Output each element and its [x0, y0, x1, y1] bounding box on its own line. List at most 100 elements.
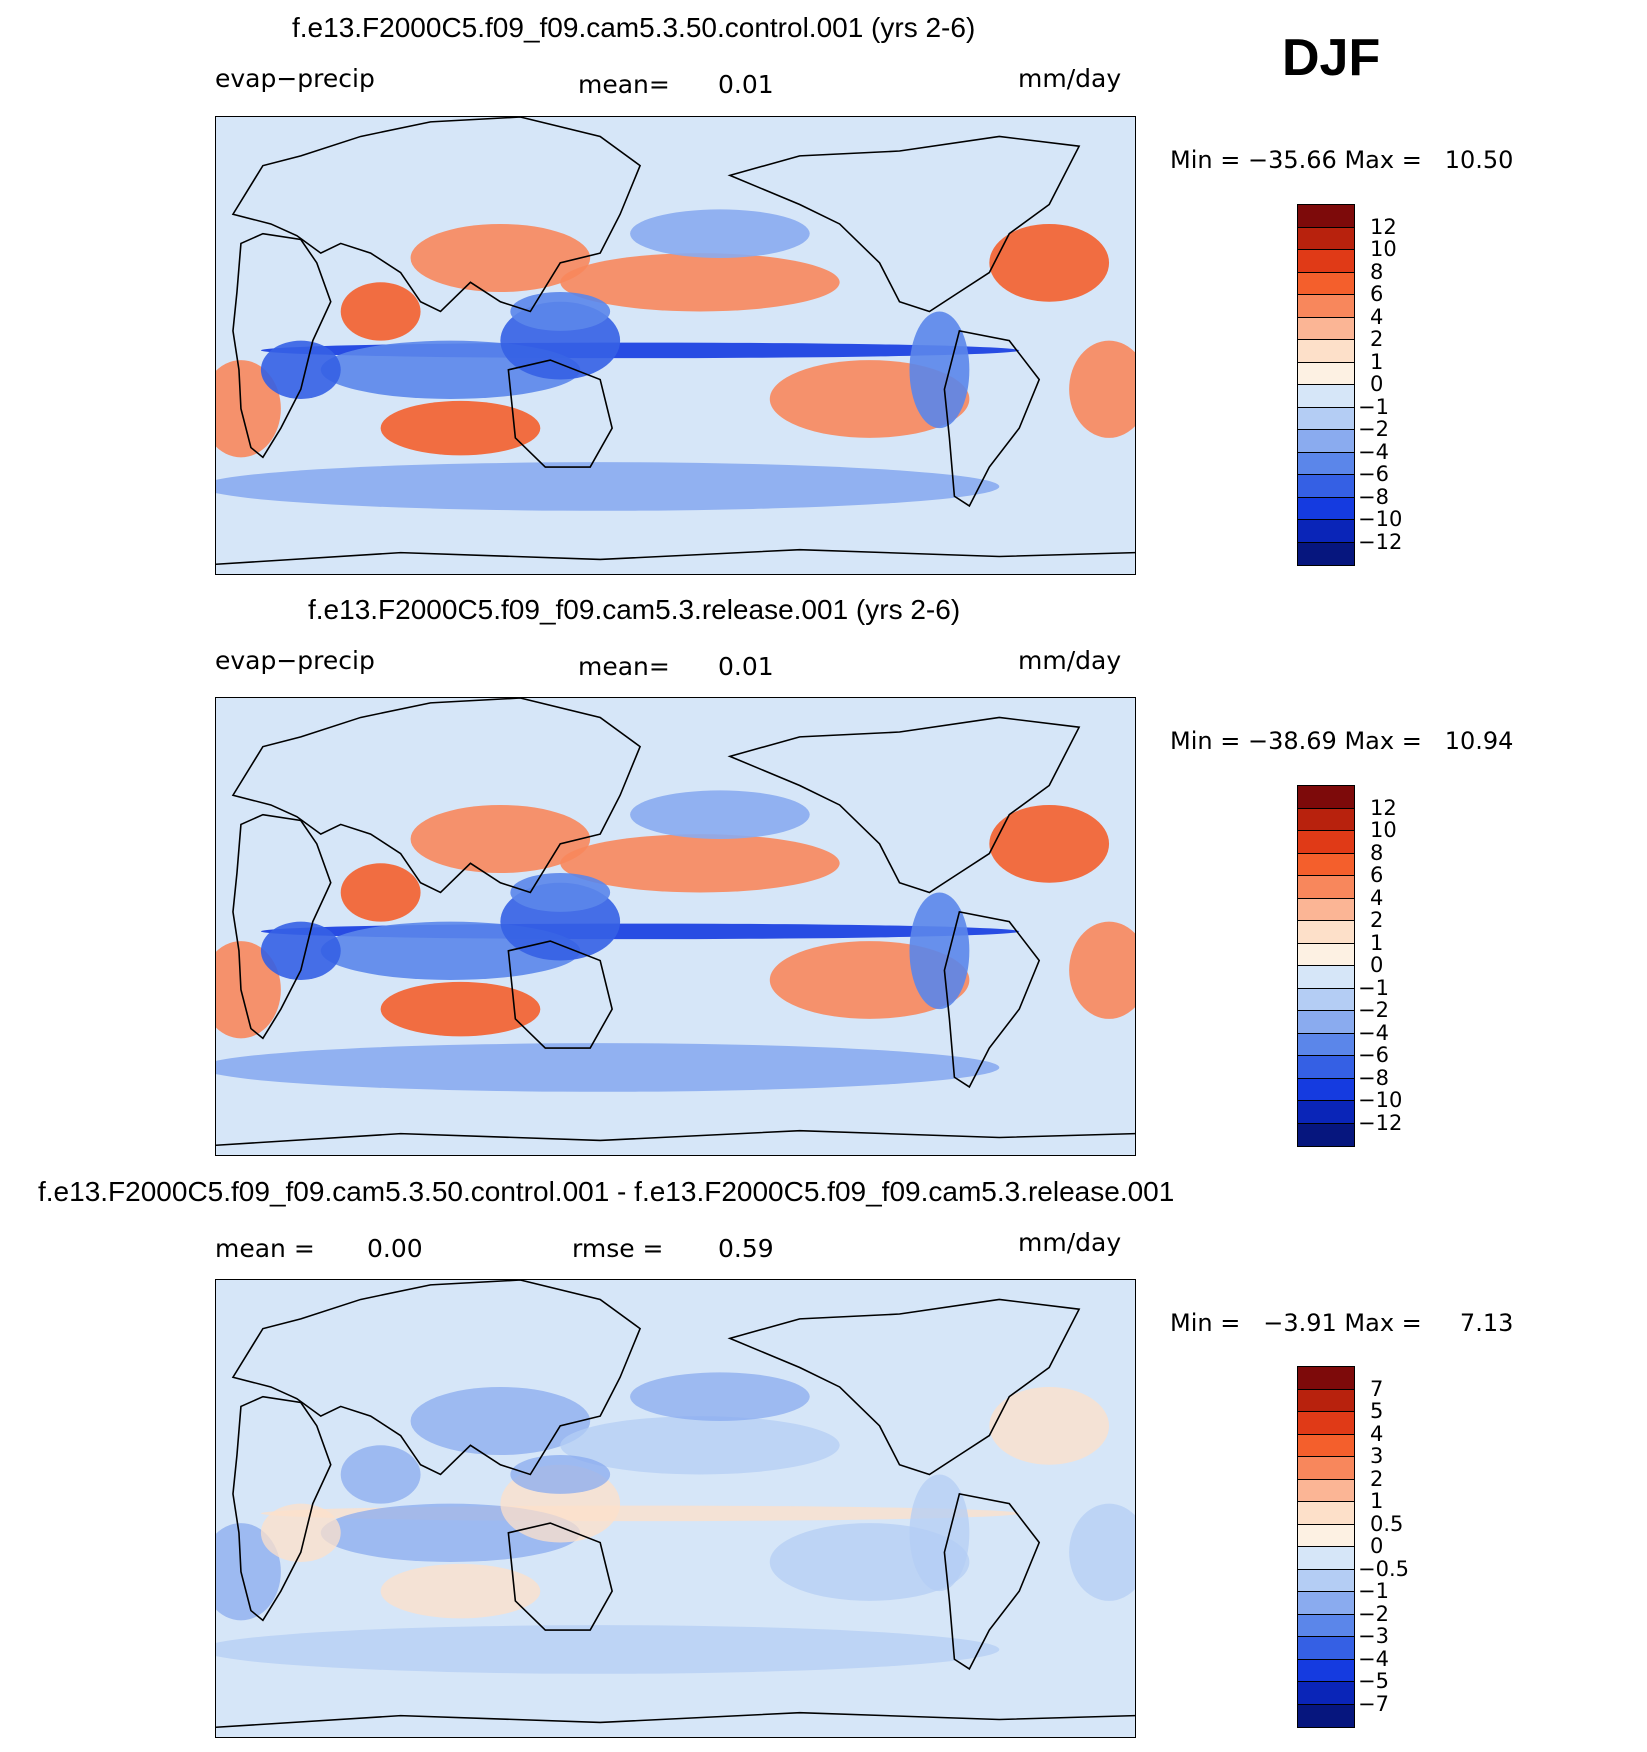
field-contour [1069, 340, 1135, 438]
panel1-min-value: −35.66 [1247, 146, 1337, 174]
field-contour [909, 311, 970, 429]
field-contour [510, 873, 611, 912]
panel1-mean-value: 0.01 [718, 70, 774, 99]
colorbar-cell [1298, 1502, 1354, 1525]
field-contour [340, 282, 421, 341]
coastline [216, 548, 1135, 566]
field-contour [989, 223, 1110, 302]
colorbar-cell [1298, 988, 1354, 1011]
colorbar-cell [1298, 317, 1354, 340]
colorbar-tick-label: 4 [1370, 885, 1384, 910]
field-contour [510, 1455, 611, 1494]
colorbar-cell [1298, 452, 1354, 475]
colorbar-cell [1298, 898, 1354, 921]
colorbar-tick-label: −12 [1358, 529, 1403, 554]
field-contour [630, 1372, 810, 1421]
field-contour [380, 1563, 541, 1619]
colorbar-cell [1298, 1011, 1354, 1034]
colorbar-tick-label: 10 [1370, 818, 1397, 842]
panel2-units: mm/day [1018, 646, 1122, 675]
colorbar-cell [1298, 808, 1354, 831]
coastline [727, 716, 1081, 894]
colorbar-cell [1298, 1457, 1354, 1480]
colorbar-cell [1298, 340, 1354, 363]
panel3-minmax: Min = −3.91 Max = 7.13 [1170, 1309, 1514, 1337]
colorbar-tick-label: −0.5 [1358, 1556, 1409, 1581]
colorbar-cell [1298, 250, 1354, 273]
colorbar-cell [1298, 497, 1354, 520]
colorbar-cell [1298, 542, 1354, 565]
coastline [232, 813, 332, 1040]
panel1-mean-label: mean= [578, 70, 670, 99]
colorbar-cell [1298, 227, 1354, 250]
colorbar-tick-label: −1 [1358, 1579, 1389, 1603]
colorbar-tick-label: 8 [1370, 259, 1384, 284]
colorbar-tick-label: 1 [1370, 1489, 1384, 1513]
field-contour [630, 790, 810, 839]
colorbar-tick-label: −2 [1358, 1601, 1389, 1626]
map-field [216, 1280, 1135, 1729]
coastline [727, 135, 1081, 313]
colorbar-cell [1298, 407, 1354, 430]
colorbar-cell [1298, 1479, 1354, 1502]
colorbar-tick-label: −7 [1358, 1691, 1389, 1716]
field-contour [410, 223, 591, 293]
panel1-min-label: Min [1170, 146, 1213, 174]
colorbar-cell [1298, 1056, 1354, 1079]
panel1-variable: evap−precip [215, 64, 375, 93]
colorbar-cell [1298, 921, 1354, 944]
colorbar-cell [1298, 295, 1354, 318]
field-contour [216, 360, 281, 458]
panel3-max-value: 7.13 [1459, 1309, 1514, 1337]
colorbar-cell [1298, 1592, 1354, 1615]
colorbar-tick-label: 8 [1370, 840, 1384, 865]
colorbar-tick-label: −2 [1358, 998, 1389, 1022]
colorbar-tick-label: −10 [1358, 1088, 1403, 1112]
panel2-mean-label: mean= [578, 652, 670, 681]
field-contour [1069, 921, 1135, 1019]
panel3-max-label: Max [1344, 1309, 1395, 1337]
colorbar-tick-label: −4 [1358, 439, 1389, 464]
coastline [231, 117, 642, 313]
colorbar-cell [1298, 1389, 1354, 1412]
field-contour [989, 1386, 1110, 1465]
panel1-units: mm/day [1018, 64, 1122, 93]
panel3-rmse-value: 0.59 [718, 1234, 774, 1263]
colorbar-tick-label: −8 [1358, 484, 1389, 509]
field-contour [216, 1523, 281, 1621]
colorbar-tick-label: 2 [1370, 908, 1384, 932]
colorbar-cell [1298, 1434, 1354, 1457]
field-contour [560, 253, 840, 312]
field-contour [410, 1386, 591, 1456]
panel3-colorbar [1297, 1366, 1355, 1728]
colorbar-cell [1298, 475, 1354, 498]
field-contour [989, 804, 1110, 883]
coastline [216, 1129, 1135, 1147]
colorbar-tick-label: 7 [1370, 1376, 1384, 1401]
colorbar-tick-label: 4 [1370, 1421, 1384, 1446]
colorbar-cell [1298, 1682, 1354, 1705]
panel1-max-label: Max [1344, 146, 1395, 174]
colorbar-cell [1298, 831, 1354, 854]
colorbar-cell [1298, 205, 1354, 228]
colorbar-cell [1298, 1078, 1354, 1101]
field-contour [909, 892, 970, 1010]
colorbar-tick-label: 1 [1370, 930, 1384, 955]
panel2-variable: evap−precip [215, 646, 375, 675]
map-field [216, 117, 1135, 566]
colorbar-cell [1298, 362, 1354, 385]
colorbar-tick-label: −10 [1358, 507, 1403, 531]
coastline [232, 232, 332, 459]
panel2-map [215, 697, 1136, 1156]
colorbar-cell [1298, 853, 1354, 876]
colorbar-cell [1298, 430, 1354, 453]
field-contour [630, 209, 810, 258]
colorbar-cell [1298, 966, 1354, 989]
colorbar-tick-label: 12 [1370, 795, 1397, 820]
field-contour [380, 981, 541, 1037]
colorbar-cell [1298, 1569, 1354, 1592]
panel3-min-label: Min [1170, 1309, 1213, 1337]
panel1-colorbar [1297, 204, 1355, 566]
colorbar-tick-label: −3 [1358, 1624, 1389, 1648]
panel1-max-value: 10.50 [1444, 146, 1514, 174]
